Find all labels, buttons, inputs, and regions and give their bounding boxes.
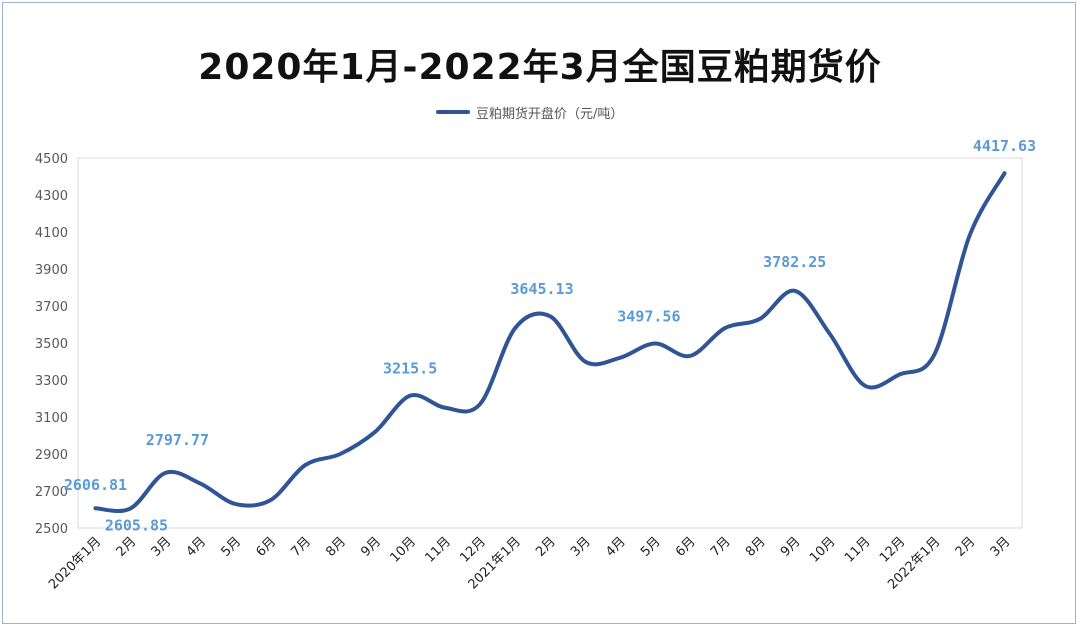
y-tick-label: 3100 xyxy=(35,411,68,426)
x-tick-label: 5月 xyxy=(638,534,664,560)
x-tick-label: 9月 xyxy=(358,534,384,560)
x-tick-label: 8月 xyxy=(323,534,349,560)
y-tick-label: 2500 xyxy=(35,522,68,537)
y-tick-label: 3300 xyxy=(35,374,68,389)
data-label: 2605.85 xyxy=(105,516,168,534)
x-tick-label: 9月 xyxy=(778,534,804,560)
x-tick-label: 3月 xyxy=(568,534,594,560)
chart-title: 2020年1月-2022年3月全国豆粕期货价 xyxy=(198,47,882,88)
data-label: 3215.5 xyxy=(383,360,437,378)
plot-area xyxy=(77,157,1023,529)
series-line xyxy=(93,171,1007,513)
x-tick-label: 8月 xyxy=(743,534,769,560)
y-tick-label: 4300 xyxy=(35,189,68,204)
x-tick-label: 2020年1月 xyxy=(46,534,104,592)
x-tick-label: 4月 xyxy=(184,534,210,560)
legend-label: 豆粕期货开盘价（元/吨） xyxy=(476,106,624,122)
x-tick-label: 12月 xyxy=(877,534,908,565)
y-tick-label: 4500 xyxy=(35,152,68,167)
legend-line-swatch xyxy=(436,110,470,114)
x-tick-label: 2月 xyxy=(953,534,979,560)
x-tick-label: 12月 xyxy=(457,534,488,565)
x-tick-label: 11月 xyxy=(422,534,453,565)
data-label: 2606.81 xyxy=(64,476,127,494)
data-label: 2797.77 xyxy=(146,431,209,449)
x-tick-label: 6月 xyxy=(673,534,699,560)
data-label: 3645.13 xyxy=(510,280,573,298)
legend: 豆粕期货开盘价（元/吨） xyxy=(436,102,623,122)
x-tick-label: 3月 xyxy=(149,534,175,560)
x-tick-label: 5月 xyxy=(219,534,245,560)
x-tick-label: 2月 xyxy=(533,534,559,560)
x-tick-label: 10月 xyxy=(387,534,418,565)
x-tick-label: 4月 xyxy=(603,534,629,560)
y-tick-label: 3500 xyxy=(35,337,68,352)
x-tick-label: 7月 xyxy=(288,534,314,560)
y-tick-label: 3700 xyxy=(35,300,68,315)
data-label: 3782.25 xyxy=(763,253,826,271)
x-tick-label: 11月 xyxy=(842,534,873,565)
x-tick-label: 3月 xyxy=(988,534,1014,560)
data-label: 3497.56 xyxy=(617,307,680,325)
x-tick-label: 6月 xyxy=(253,534,279,560)
y-tick-label: 3900 xyxy=(35,263,68,278)
x-tick-label: 7月 xyxy=(708,534,734,560)
x-tick-label: 2月 xyxy=(114,534,140,560)
y-tick-label: 2900 xyxy=(35,448,68,463)
x-tick-label: 10月 xyxy=(807,534,838,565)
y-tick-label: 2700 xyxy=(35,485,68,500)
y-tick-label: 4100 xyxy=(35,226,68,241)
data-label: 4417.63 xyxy=(973,137,1036,155)
